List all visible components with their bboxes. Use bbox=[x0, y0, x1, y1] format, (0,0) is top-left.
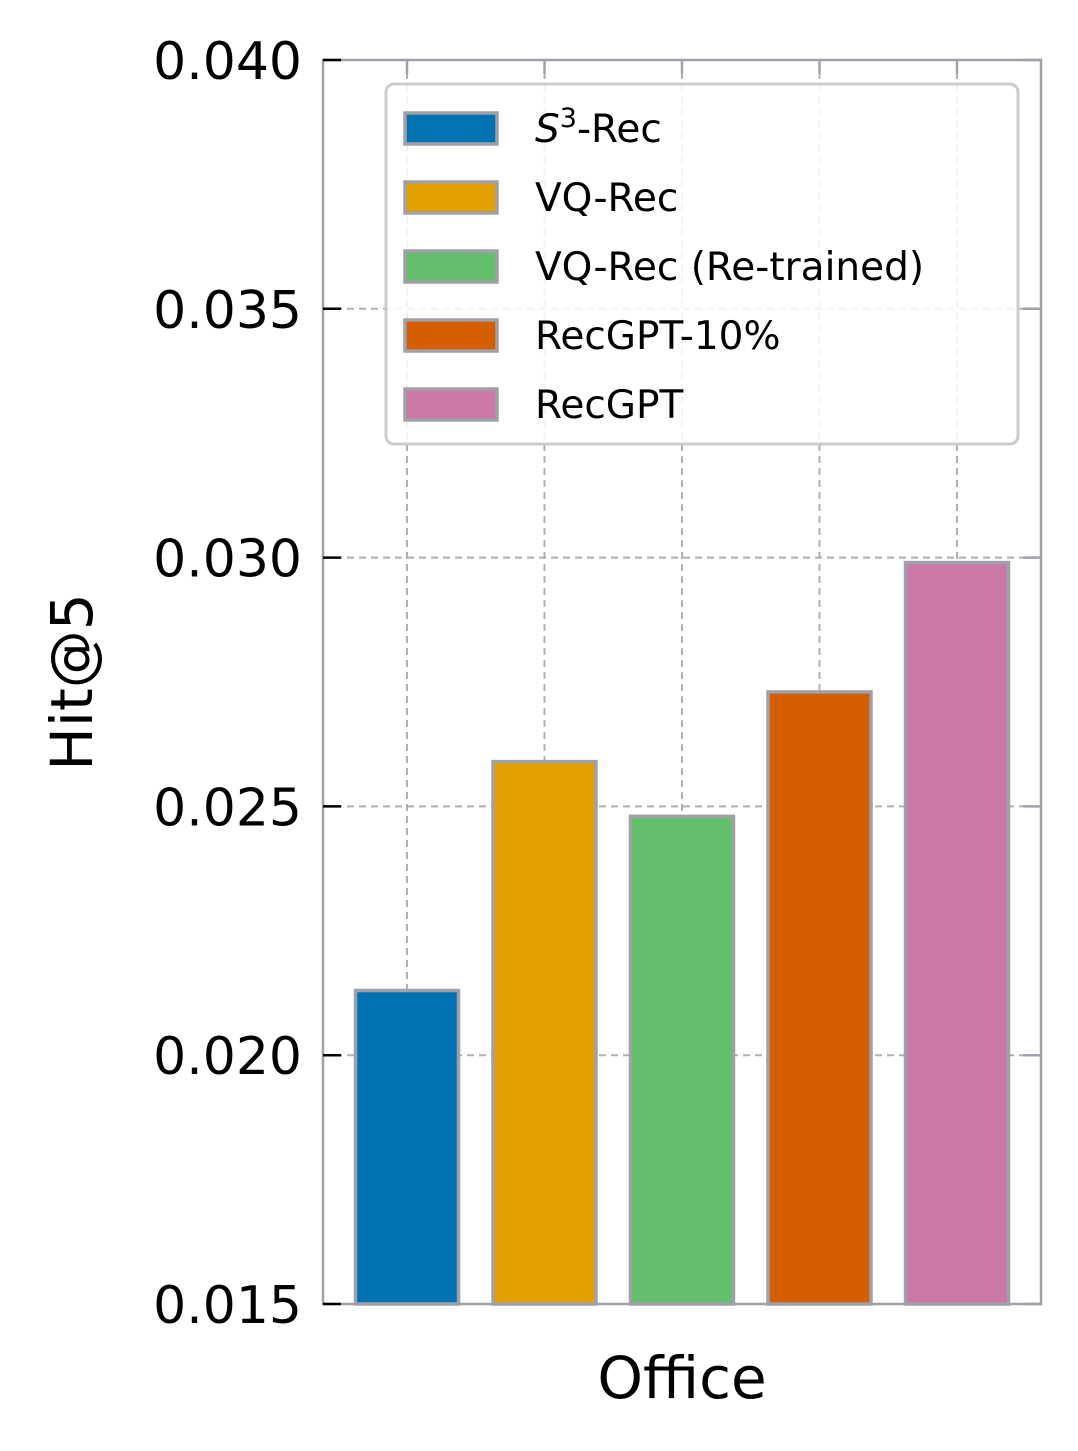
legend-label: VQ-Rec bbox=[535, 176, 678, 221]
bar-3 bbox=[628, 814, 736, 1306]
legend-swatch bbox=[403, 180, 499, 215]
y-tick-label: 0.040 bbox=[153, 32, 302, 92]
bar-2 bbox=[491, 759, 598, 1306]
legend: S3-Rec VQ-Rec VQ-Rec (Re-trained) RecGPT-10… bbox=[384, 82, 1020, 446]
y-tick-label: 0.025 bbox=[153, 778, 302, 838]
legend-swatch bbox=[403, 318, 499, 353]
y-tick-label: 0.015 bbox=[153, 1276, 302, 1336]
y-tick-label: 0.020 bbox=[153, 1027, 302, 1087]
legend-swatch bbox=[403, 387, 499, 422]
bars bbox=[353, 560, 1011, 1306]
y-tick-label: 0.035 bbox=[153, 281, 302, 341]
bar-5 bbox=[903, 560, 1011, 1306]
legend-label: VQ-Rec (Re-trained) bbox=[535, 245, 924, 290]
legend-label: S3-Rec bbox=[535, 103, 662, 152]
y-tick-label: 0.030 bbox=[153, 530, 302, 590]
y-axis-label: Hit@5 bbox=[38, 593, 106, 770]
legend-label: RecGPT-10% bbox=[535, 314, 781, 359]
x-axis-label: Office bbox=[597, 1344, 766, 1412]
legend-swatch bbox=[403, 249, 499, 284]
bar-4 bbox=[766, 690, 873, 1306]
legend-box bbox=[384, 82, 1020, 446]
legend-label: RecGPT bbox=[535, 383, 684, 428]
y-axis: 0.015 0.020 0.025 0.030 0.035 0.040 bbox=[153, 32, 1041, 1336]
bar-1 bbox=[353, 988, 461, 1306]
legend-swatch bbox=[403, 111, 499, 146]
